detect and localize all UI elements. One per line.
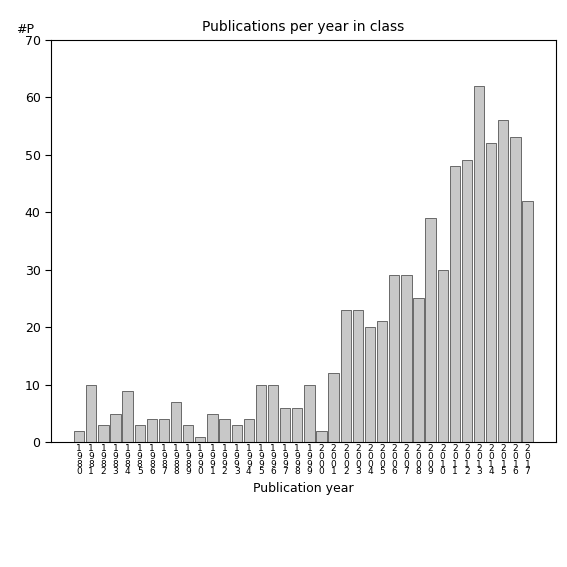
Bar <box>159 419 169 442</box>
Bar <box>86 385 96 442</box>
Bar <box>231 425 242 442</box>
Bar <box>438 270 448 442</box>
Bar <box>208 413 218 442</box>
Bar <box>450 166 460 442</box>
Bar <box>304 385 315 442</box>
Bar <box>280 408 290 442</box>
Bar <box>353 310 363 442</box>
Bar <box>413 298 424 442</box>
Bar <box>377 321 387 442</box>
Bar <box>425 218 436 442</box>
Bar <box>122 391 133 442</box>
Bar <box>98 425 108 442</box>
Bar <box>365 327 375 442</box>
Bar <box>316 431 327 442</box>
Bar <box>74 431 84 442</box>
Bar <box>244 419 254 442</box>
Bar <box>389 276 399 442</box>
Bar <box>498 120 509 442</box>
Bar <box>134 425 145 442</box>
Bar <box>292 408 302 442</box>
Bar <box>268 385 278 442</box>
Bar <box>341 310 351 442</box>
Bar <box>474 86 484 442</box>
Bar <box>522 201 533 442</box>
Bar <box>401 276 412 442</box>
X-axis label: Publication year: Publication year <box>253 482 354 495</box>
Bar <box>183 425 193 442</box>
Bar <box>111 413 121 442</box>
Bar <box>462 160 472 442</box>
Title: Publications per year in class: Publications per year in class <box>202 20 404 35</box>
Bar <box>219 419 230 442</box>
Text: #P: #P <box>16 23 33 36</box>
Bar <box>510 137 521 442</box>
Bar <box>195 437 205 442</box>
Bar <box>328 373 339 442</box>
Bar <box>147 419 157 442</box>
Bar <box>256 385 266 442</box>
Bar <box>171 402 181 442</box>
Bar <box>486 143 496 442</box>
